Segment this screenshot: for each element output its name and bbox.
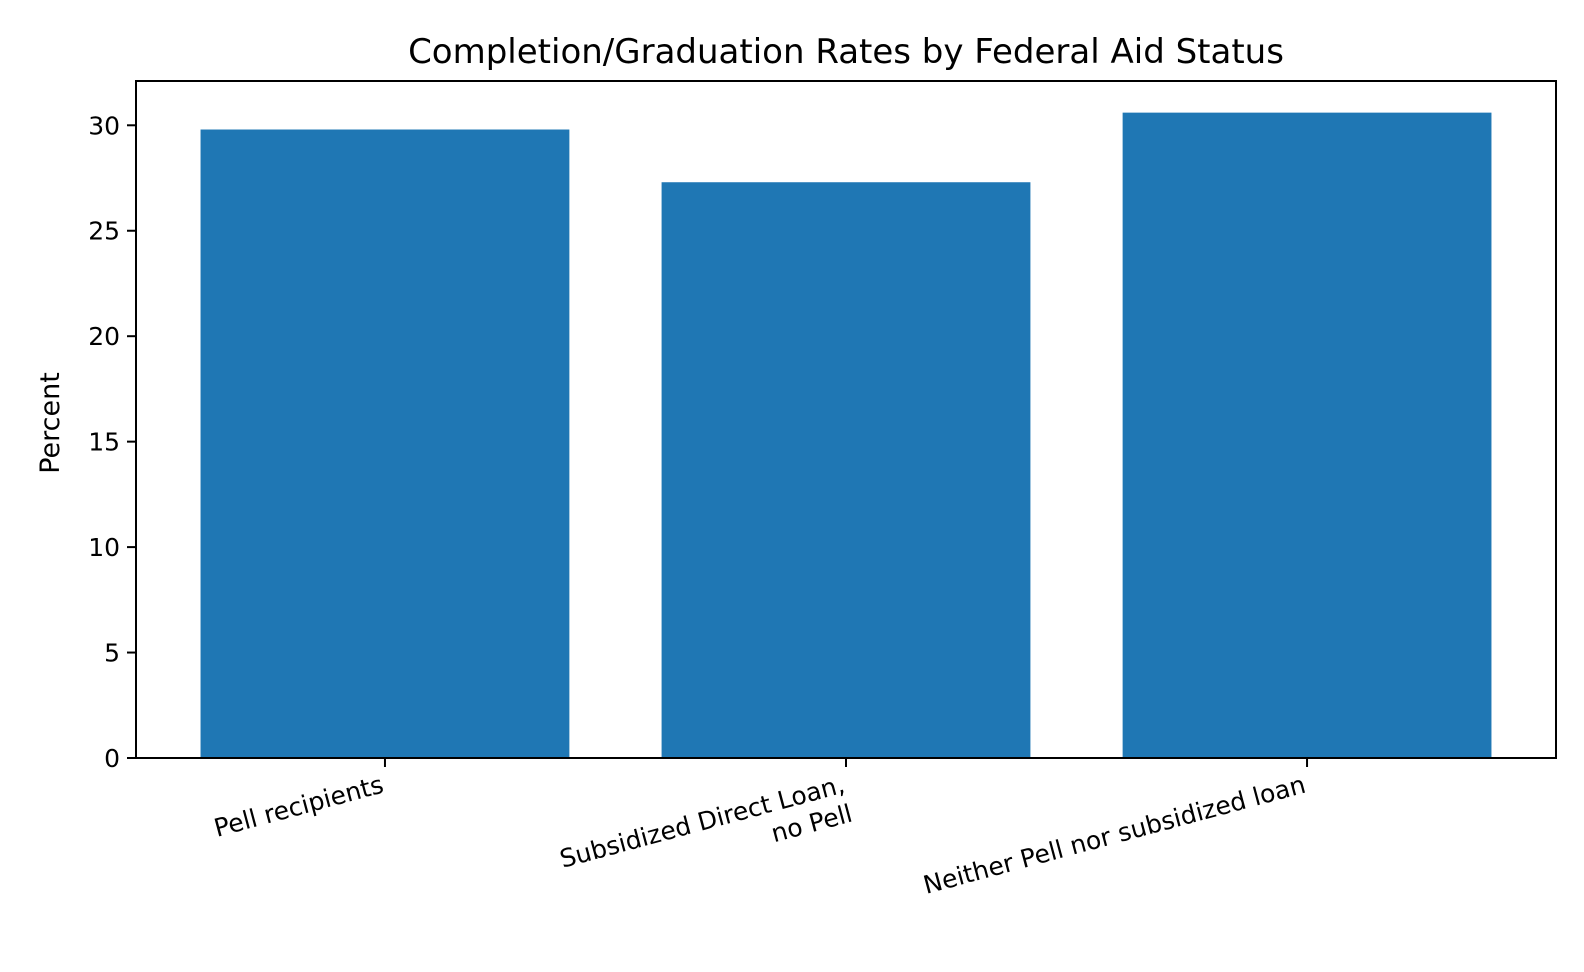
y-tick-label: 30 bbox=[88, 111, 120, 140]
y-tick-label: 15 bbox=[88, 428, 120, 457]
y-tick-label: 0 bbox=[104, 744, 120, 773]
y-axis-label: Percent bbox=[35, 372, 66, 474]
x-tick-label: Subsidized Direct Loan,no Pell bbox=[557, 770, 856, 903]
chart-title: Completion/Graduation Rates by Federal A… bbox=[408, 32, 1284, 72]
bar-0 bbox=[200, 129, 570, 758]
y-tick-label: 25 bbox=[88, 217, 120, 246]
bar-2 bbox=[1122, 112, 1492, 759]
bars-layer bbox=[200, 112, 1492, 759]
y-tick-label: 20 bbox=[88, 322, 120, 351]
y-tick-label: 5 bbox=[104, 639, 120, 668]
y-axis-ticks: 0 5 10 15 20 25 30 bbox=[88, 111, 136, 773]
x-tick-label: Neither Pell nor subsidized loan bbox=[920, 770, 1308, 900]
x-axis-ticks: Pell recipients Subsidized Direct Loan,no… bbox=[211, 758, 1309, 903]
bar-1 bbox=[661, 182, 1031, 758]
x-tick-label: Pell recipients bbox=[211, 770, 387, 843]
plot-area-frame bbox=[135, 80, 1557, 759]
y-tick-label: 10 bbox=[88, 533, 120, 562]
